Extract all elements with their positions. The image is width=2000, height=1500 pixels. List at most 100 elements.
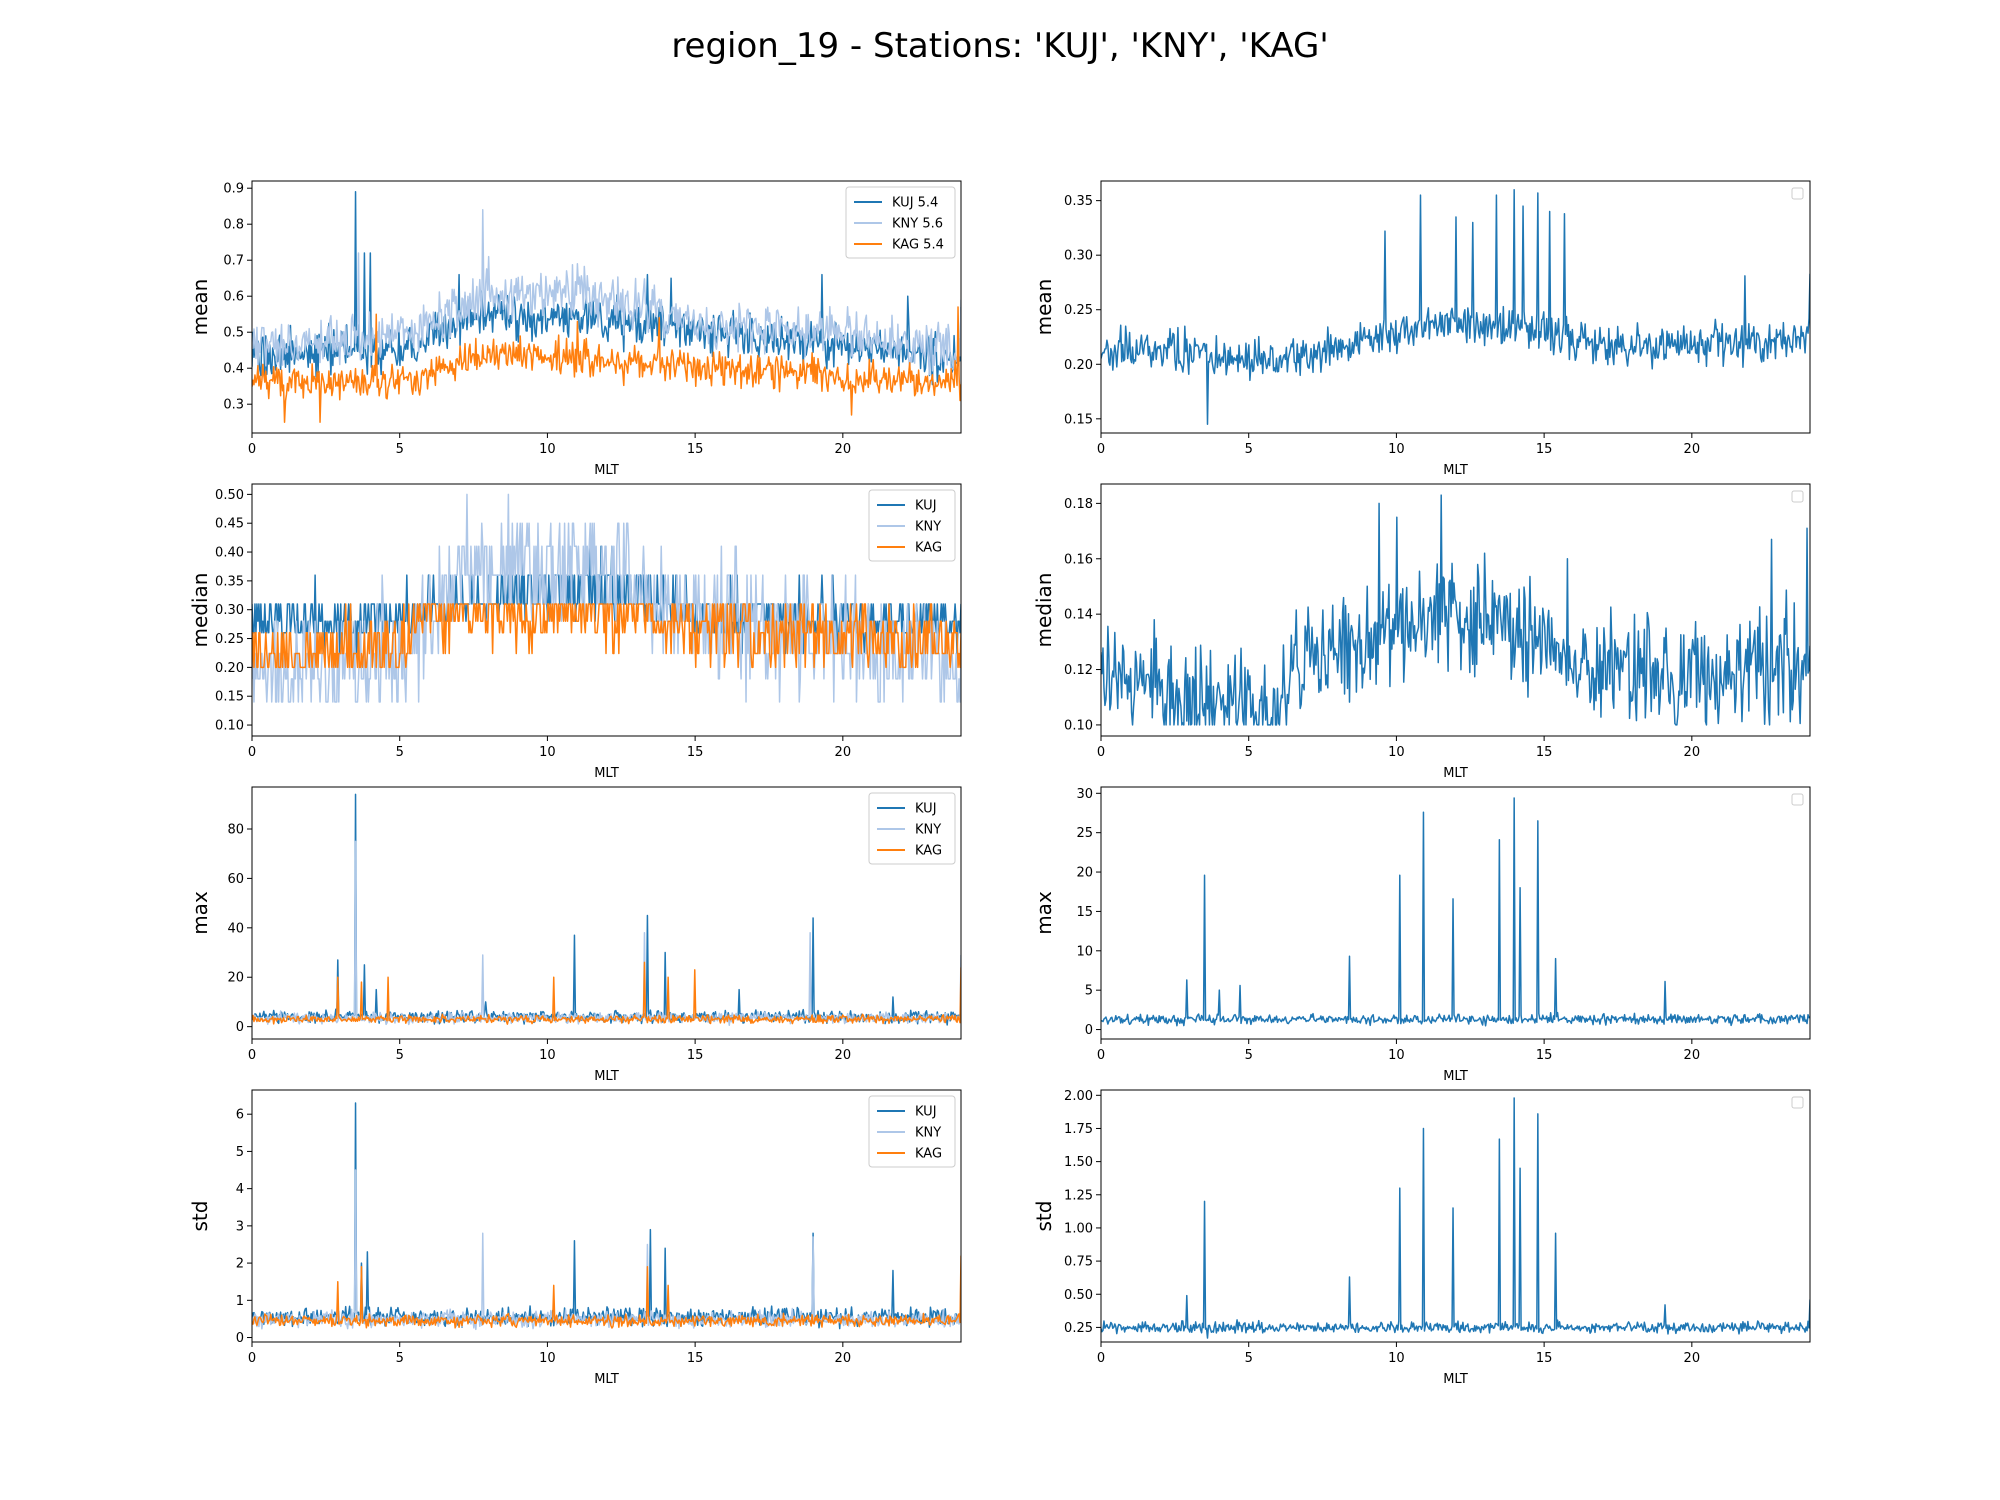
- legend-label: KAG 5.4: [892, 238, 944, 253]
- y-tick-label: 0.4: [223, 362, 244, 377]
- y-axis-label: mean: [188, 279, 212, 336]
- y-tick-label: 0.40: [215, 546, 244, 561]
- series-group: [1101, 797, 1810, 1027]
- legend-label: KUJ: [915, 1105, 937, 1120]
- y-tick-label: 60: [227, 872, 244, 887]
- panel-mean-single: 0 5 10 15 20 0.15 0.20 0.25 0.30 0.35 MLT mean: [1032, 180, 1811, 478]
- y-tick-label: 0.20: [215, 661, 244, 676]
- y-axis-label: median: [188, 573, 212, 648]
- x-tick-label: 0: [1097, 442, 1105, 457]
- legend-box: [868, 489, 956, 562]
- y-tick-label: 0: [236, 1331, 244, 1346]
- x-tick-label: 5: [396, 1351, 404, 1366]
- y-tick-label: 0.7: [223, 254, 244, 269]
- axes-frame: [1100, 180, 1811, 434]
- series-group: [1101, 494, 1810, 726]
- x-tick-label: 15: [687, 1351, 704, 1366]
- x-axis-label: MLT: [594, 463, 619, 478]
- panels: 0 5 10 15 200.30.40.50.60.70.80.9MLTmeanKUJ …: [188, 180, 1811, 1387]
- series-group: [252, 793, 961, 1026]
- x-axis-label: MLT: [594, 766, 619, 781]
- axes-frame: [251, 1089, 962, 1343]
- y-tick-label: 1.00: [1064, 1221, 1093, 1236]
- axes-frame: [251, 180, 962, 434]
- series-line-single: [1101, 1097, 1810, 1339]
- figure-title: region_19 - Stations: 'KUJ', 'KNY', 'KAG…: [671, 26, 1328, 66]
- legend-label: KNY: [915, 823, 941, 838]
- x-tick-label: 0: [248, 745, 256, 760]
- x-tick-label: 20: [1684, 442, 1701, 457]
- y-tick-label: 0.12: [1064, 663, 1093, 678]
- legend-box: [845, 186, 956, 259]
- y-tick-label: 0.35: [1064, 194, 1093, 209]
- y-tick-label: 0.20: [1064, 358, 1093, 373]
- y-tick-label: 5: [1085, 984, 1093, 999]
- x-tick-label: 5: [1245, 442, 1253, 457]
- legend-box: [868, 1095, 956, 1168]
- x-axis-label: MLT: [1443, 766, 1468, 781]
- x-axis-label: MLT: [594, 1069, 619, 1084]
- legend-label: KAG: [915, 844, 942, 859]
- y-tick-label: 0.14: [1064, 608, 1093, 623]
- y-tick-label: 2: [236, 1257, 244, 1272]
- series-line-kny: [252, 493, 961, 703]
- series-group: [1101, 188, 1810, 426]
- legend: KUJ 5.4 KNY 5.6 KAG 5.4: [845, 186, 956, 259]
- y-tick-label: 40: [227, 921, 244, 936]
- y-tick-label: 0.6: [223, 290, 244, 305]
- series-line-single: [1101, 797, 1810, 1027]
- y-tick-label: 0.50: [1064, 1288, 1093, 1303]
- y-axis-label: std: [188, 1201, 212, 1232]
- axes-frame: [1100, 483, 1811, 737]
- y-tick-label: 0.50: [215, 488, 244, 503]
- panel-max-stations: 0 5 10 15 20 0 20 40 60 80 MLT max KUJ KNY KAG: [188, 786, 962, 1084]
- x-axis-label: MLT: [1443, 1372, 1468, 1387]
- legend-label: KNY 5.6: [892, 217, 943, 232]
- y-tick-label: 0.15: [215, 690, 244, 705]
- y-tick-label: 0.8: [223, 218, 244, 233]
- x-tick-label: 5: [396, 745, 404, 760]
- x-tick-label: 0: [1097, 1048, 1105, 1063]
- panel-median-stations: 0 5 10 15 20 0.10 0.15 0.20 0.25 0.30 0.35 0.40 0.45…: [188, 483, 962, 781]
- x-tick-label: 15: [1536, 745, 1553, 760]
- axes-frame: [1100, 1089, 1811, 1343]
- x-tick-label: 15: [687, 442, 704, 457]
- y-tick-label: 3: [236, 1219, 244, 1234]
- y-tick-label: 0.3: [223, 398, 244, 413]
- legend: KUJ KNY KAG: [868, 489, 956, 562]
- y-tick-label: 0.15: [1064, 412, 1093, 427]
- x-tick-label: 10: [539, 1048, 556, 1063]
- y-axis-label: mean: [1032, 279, 1056, 336]
- y-tick-label: 1.75: [1064, 1122, 1093, 1137]
- y-tick-label: 0.30: [1064, 249, 1093, 264]
- series-group: [252, 191, 961, 423]
- x-tick-label: 5: [1245, 1351, 1253, 1366]
- legend-label: KAG: [915, 1147, 942, 1162]
- x-tick-label: 10: [1388, 745, 1405, 760]
- panel-median-single: 0 5 10 15 20 0.10 0.12 0.14 0.16 0.18 MLT median: [1032, 483, 1811, 781]
- y-tick-label: 0: [1085, 1023, 1093, 1038]
- x-tick-label: 15: [1536, 1048, 1553, 1063]
- series-group: [252, 1102, 961, 1331]
- x-tick-label: 20: [835, 442, 852, 457]
- y-tick-label: 4: [236, 1182, 244, 1197]
- panel-std-stations: 0 5 10 15 20 0 1 2 3 4 5 6 MLT std KUJ KNY KAG: [188, 1089, 962, 1387]
- legend-box-empty: [1791, 1096, 1804, 1109]
- x-tick-label: 15: [687, 1048, 704, 1063]
- series-line-kny: [252, 209, 961, 376]
- y-axis-label: max: [1032, 891, 1056, 935]
- legend: KUJ KNY KAG: [868, 1095, 956, 1168]
- x-tick-label: 0: [1097, 745, 1105, 760]
- y-tick-label: 2.00: [1064, 1089, 1093, 1104]
- series-line-single: [1101, 494, 1810, 726]
- legend-box-empty: [1791, 187, 1804, 200]
- x-tick-label: 10: [539, 745, 556, 760]
- y-tick-label: 0.10: [1064, 718, 1093, 733]
- x-tick-label: 0: [248, 442, 256, 457]
- legend-label: KUJ: [915, 802, 937, 817]
- y-tick-label: 0: [236, 1020, 244, 1035]
- y-tick-label: 0.25: [215, 632, 244, 647]
- x-axis-label: MLT: [1443, 1069, 1468, 1084]
